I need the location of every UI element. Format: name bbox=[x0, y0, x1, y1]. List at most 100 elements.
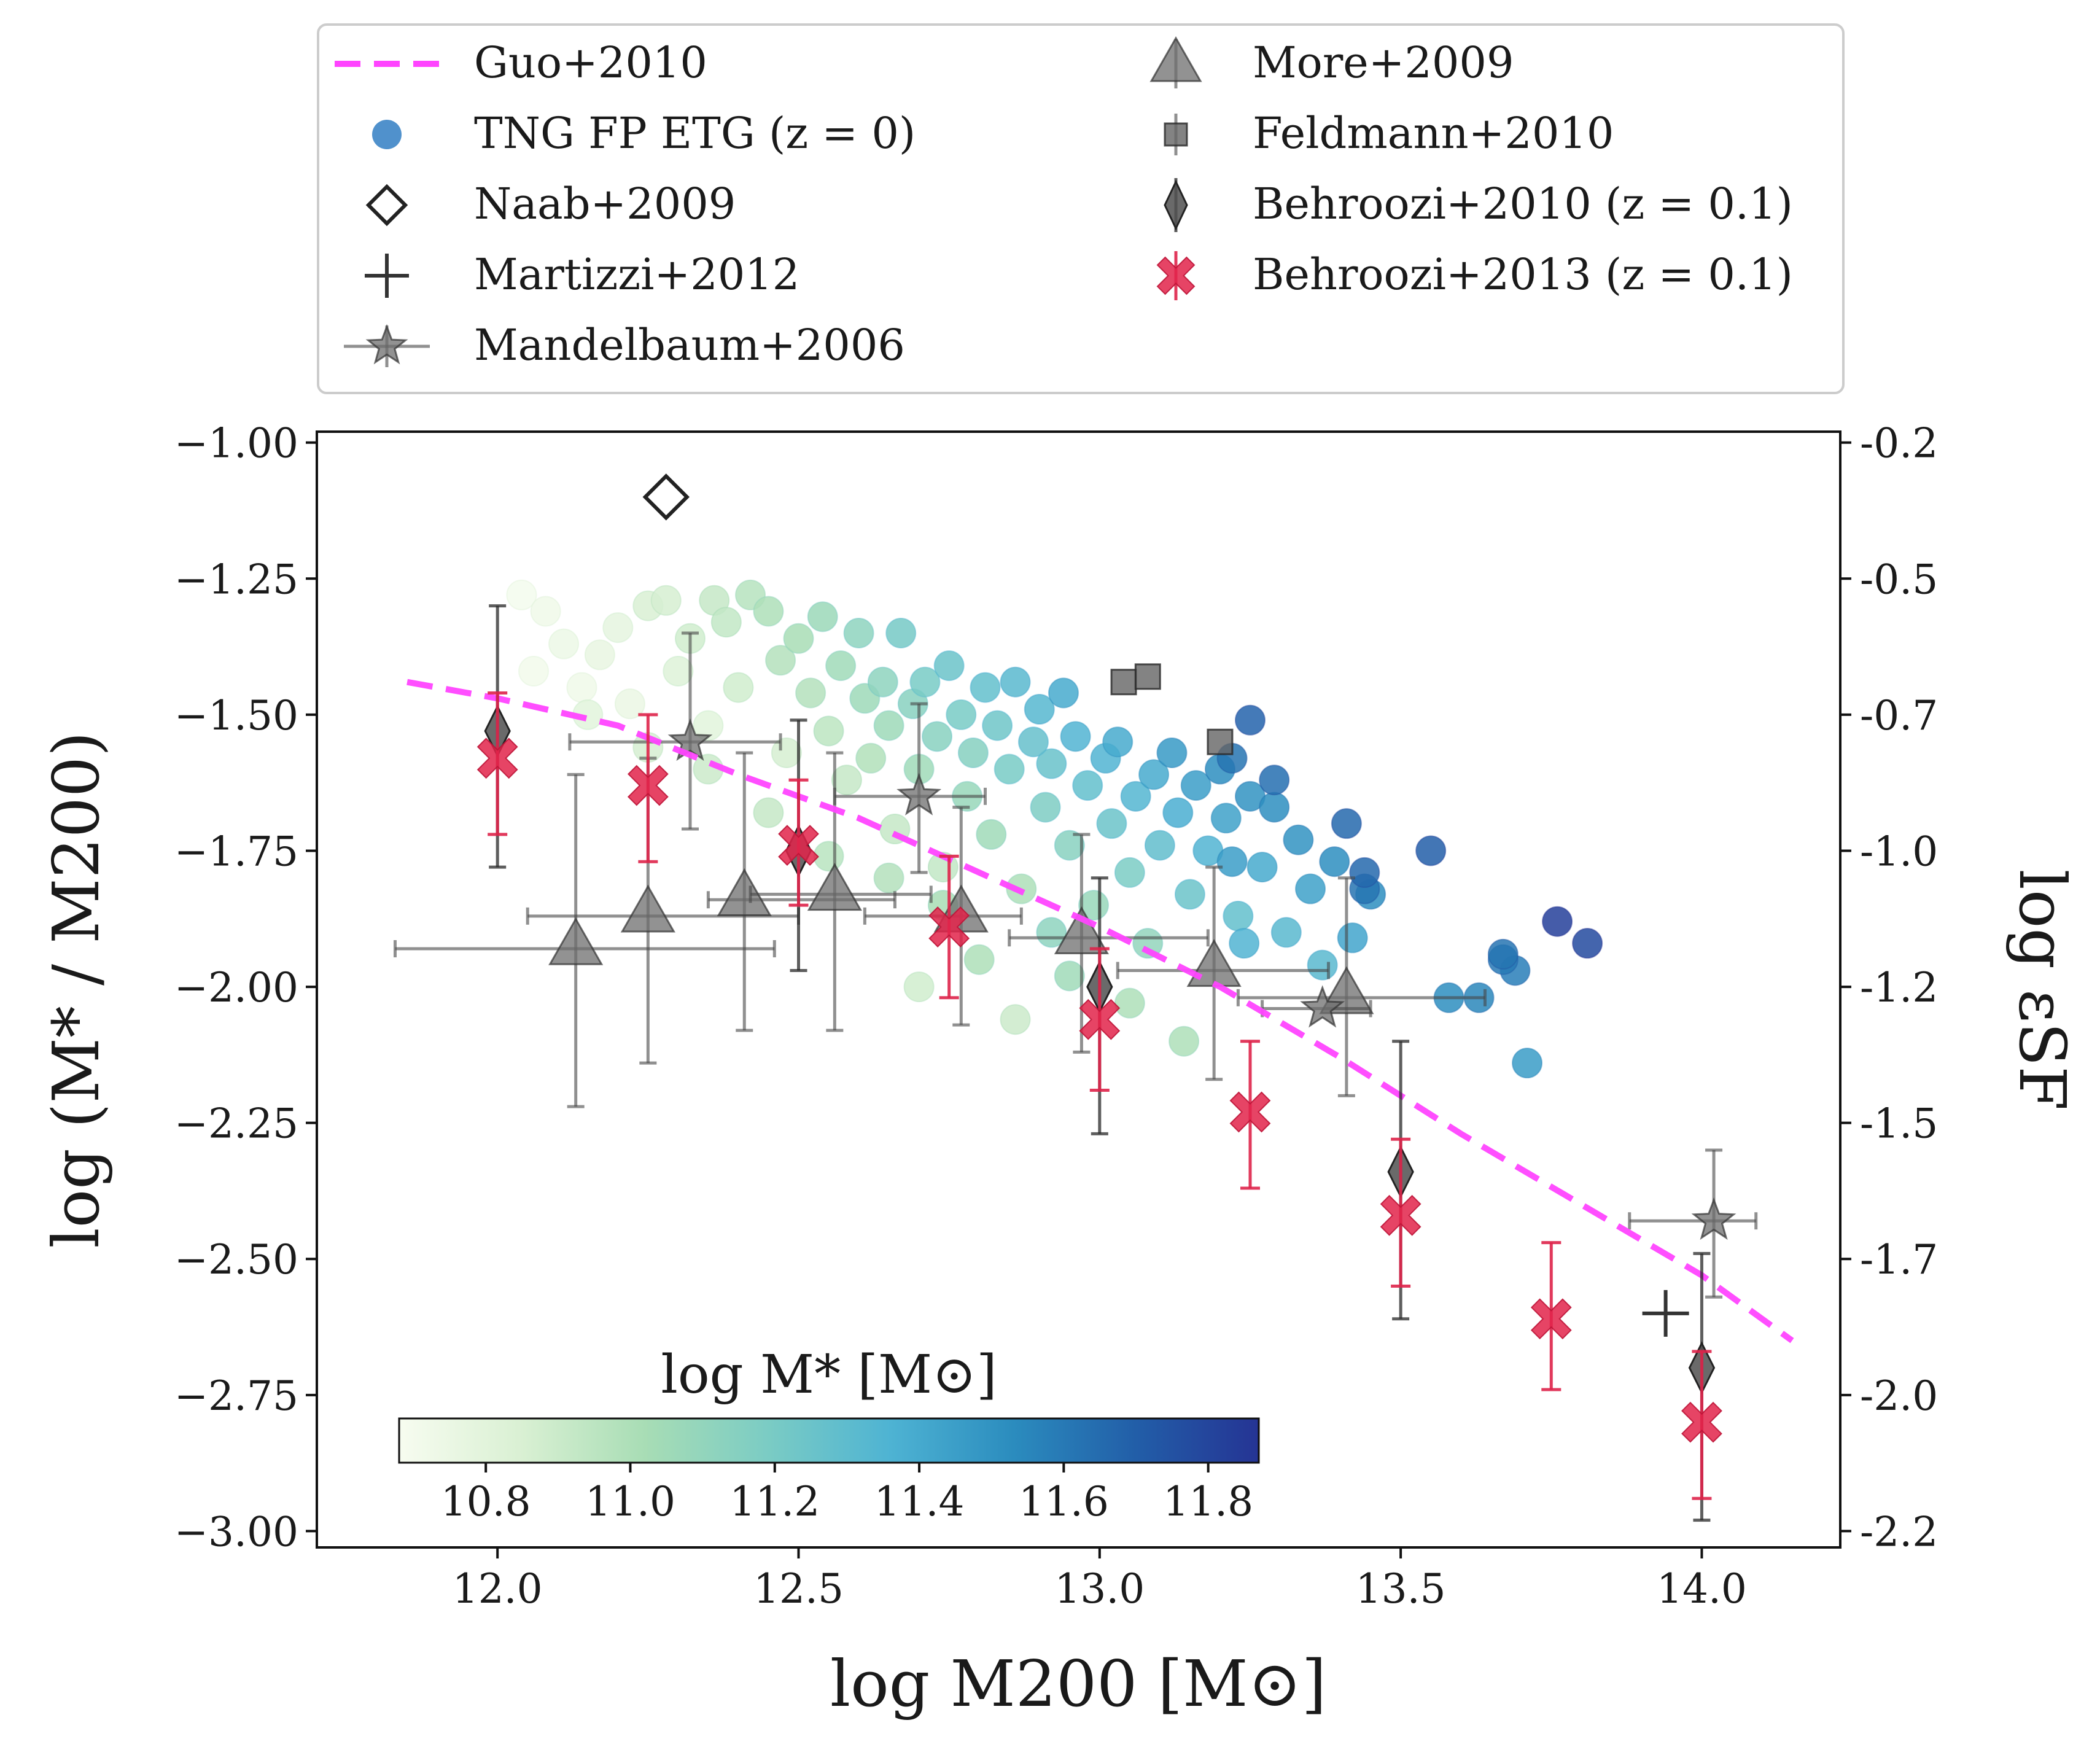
y-tick-label: −1.00 bbox=[174, 420, 298, 467]
tng-point bbox=[1210, 803, 1242, 834]
y-tick-label: −2.75 bbox=[174, 1372, 298, 1420]
tng-point bbox=[614, 688, 645, 720]
tng-point bbox=[963, 944, 995, 975]
tng-point bbox=[970, 672, 1001, 703]
tng-point bbox=[1259, 792, 1290, 823]
y2-tick-label: -1.0 bbox=[1860, 828, 1938, 875]
behroozi2013-point bbox=[1530, 1298, 1572, 1340]
behroozi2013-point bbox=[1380, 1194, 1421, 1236]
y2-tick-label: -2.0 bbox=[1860, 1372, 1938, 1420]
x-tick-label: 14.0 bbox=[1657, 1565, 1747, 1613]
tng-point bbox=[1180, 770, 1211, 801]
tng-point bbox=[873, 862, 904, 893]
tng-point bbox=[813, 715, 844, 747]
behroozi2013-series bbox=[476, 691, 1722, 1500]
mandelbaum2006-point bbox=[1300, 985, 1345, 1028]
y-tick-label: −2.50 bbox=[174, 1236, 298, 1283]
legend-marker-behroozi2010 bbox=[1164, 178, 1188, 232]
mandelbaum2006-point bbox=[667, 718, 713, 761]
martizzi2012-point bbox=[1642, 1290, 1689, 1337]
tng-point bbox=[1295, 873, 1326, 905]
tng-point bbox=[783, 623, 814, 654]
behroozi2013-point bbox=[476, 737, 518, 779]
colorbar: log M* [M⊙] 10.8 11.0 11.2 11.4 11.6 11.8 bbox=[398, 1344, 1260, 1525]
y-axis-title: log (M* / M200) bbox=[39, 731, 114, 1248]
tng-point bbox=[753, 797, 784, 828]
legend-label-more: More+2009 bbox=[1253, 37, 1514, 88]
y-tick-label: −1.25 bbox=[174, 556, 298, 603]
legend-frame bbox=[317, 23, 1845, 394]
tng-point bbox=[1487, 938, 1519, 970]
feldmann2010-point bbox=[1110, 669, 1137, 696]
x-axis-title: log M200 [M⊙] bbox=[830, 1646, 1326, 1721]
legend-marker-behroozi2013 bbox=[1156, 251, 1196, 300]
y2-tick-label: -1.5 bbox=[1860, 1100, 1938, 1148]
tng-point bbox=[1102, 726, 1134, 758]
guo2010-line bbox=[406, 679, 1794, 1344]
legend: Guo+2010 TNG FP ETG (z = 0) Naab+2009 Ma… bbox=[317, 23, 1845, 394]
y-axis-ticks: −1.00 −1.25 −1.50 −1.75 −2.00 −2.25 −2.50 −2.75… bbox=[174, 420, 317, 1555]
tng-point bbox=[530, 596, 561, 627]
tng-point bbox=[1036, 917, 1067, 948]
legend-label-guo: Guo+2010 bbox=[474, 37, 707, 88]
tng-point bbox=[1048, 677, 1079, 709]
legend-label-mandelbaum: Mandelbaum+2006 bbox=[474, 320, 905, 370]
tng-point bbox=[1512, 1048, 1543, 1079]
legend-marker-martizzi bbox=[365, 254, 409, 298]
tng-point bbox=[1283, 824, 1314, 855]
tng-point bbox=[1114, 857, 1145, 888]
tng-point bbox=[1229, 928, 1260, 959]
legend-x bbox=[1156, 256, 1196, 295]
colorbar-tick-label: 11.6 bbox=[1019, 1478, 1109, 1525]
y2-tick-label: -0.2 bbox=[1860, 420, 1938, 467]
x-tick-label: 13.5 bbox=[1356, 1565, 1446, 1613]
tng-point bbox=[1024, 694, 1055, 725]
tng-point bbox=[873, 710, 904, 741]
x-tick-label: 13.0 bbox=[1054, 1565, 1145, 1613]
colorbar-gradient bbox=[398, 1417, 1260, 1464]
tng-point bbox=[1000, 666, 1031, 698]
tng-point bbox=[1156, 737, 1188, 768]
tng-point bbox=[663, 655, 694, 687]
tng-point bbox=[1072, 770, 1103, 801]
legend-triangle bbox=[1149, 36, 1202, 82]
behroozi2013-point bbox=[1079, 998, 1121, 1040]
feldmann2010-point bbox=[1134, 663, 1161, 690]
tng-point bbox=[518, 655, 550, 687]
colorbar-tick-label: 11.2 bbox=[729, 1478, 820, 1525]
colorbar-tick-label: 11.0 bbox=[585, 1478, 675, 1525]
tng-point bbox=[1270, 917, 1302, 948]
behroozi2013-point bbox=[1229, 1091, 1271, 1133]
behroozi2013-point bbox=[928, 906, 970, 947]
plot-frame bbox=[316, 430, 1841, 1549]
tng-point bbox=[922, 721, 953, 752]
tng-point bbox=[506, 579, 537, 610]
tng-point bbox=[795, 677, 826, 709]
tng-point bbox=[548, 628, 580, 659]
tng-point bbox=[909, 666, 941, 698]
tng-point bbox=[885, 617, 917, 648]
tng-point bbox=[1174, 879, 1205, 910]
legend-marker-feldmann bbox=[1164, 114, 1188, 155]
tng-point bbox=[1572, 928, 1603, 959]
mandelbaum2006-series bbox=[568, 631, 1758, 1299]
more2009-point bbox=[1054, 906, 1109, 954]
tng-point bbox=[602, 612, 634, 644]
tng-point bbox=[1234, 704, 1266, 736]
tng-point bbox=[723, 672, 754, 703]
mandelbaum2006-errorbar bbox=[1628, 1148, 1758, 1299]
tng-point bbox=[957, 737, 989, 768]
tng-point bbox=[584, 639, 615, 671]
y2-tick-label: -0.7 bbox=[1860, 692, 1938, 739]
tng-point bbox=[1415, 835, 1447, 866]
tng-point bbox=[933, 650, 965, 682]
tng-point bbox=[753, 596, 784, 627]
tng-point bbox=[976, 819, 1007, 850]
more2009-point bbox=[717, 868, 772, 916]
tng-point bbox=[855, 742, 887, 774]
tng-point bbox=[1096, 808, 1127, 839]
more2009-point bbox=[807, 863, 862, 911]
tng-point bbox=[650, 585, 682, 616]
legend-label-tng: TNG FP ETG (z = 0) bbox=[474, 108, 916, 158]
tng-point bbox=[982, 710, 1013, 741]
